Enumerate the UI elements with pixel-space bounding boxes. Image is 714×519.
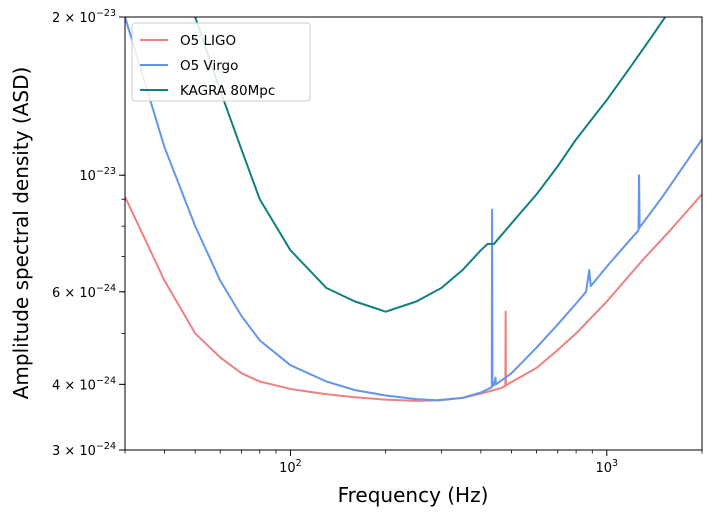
- y-tick-label: 4 × 10−24: [52, 375, 116, 393]
- series-layer: [125, 17, 702, 402]
- y-tick-label: 3 × 10−24: [52, 441, 116, 459]
- x-axis-label: Frequency (Hz): [338, 483, 489, 507]
- y-tick-label: 10−23: [79, 166, 116, 184]
- y-axis-label: Amplitude spectral density (ASD): [9, 67, 33, 400]
- legend-box: [131, 22, 311, 102]
- legend-label: KAGRA 80Mpc: [180, 83, 275, 99]
- legend-label: O5 Virgo: [180, 58, 238, 74]
- y-tick-label: 6 × 10−24: [52, 283, 116, 301]
- series-line-3: [194, 17, 667, 313]
- legend-items: O5 LIGO O5 Virgo KAGRA 80Mpc: [140, 33, 275, 99]
- x-tick-label: 102: [279, 458, 302, 476]
- axis-layer: 102 103 3 × 10−24 4 × 10−24 6 × 10−24 10−23 2 …: [52, 8, 703, 476]
- x-tick-label: 103: [595, 458, 618, 476]
- legend-label: O5 LIGO: [180, 33, 236, 49]
- legend: O5 LIGO O5 Virgo KAGRA 80Mpc: [131, 22, 311, 102]
- y-tick-label: 2 × 10−23: [52, 8, 116, 26]
- series-line-2: [125, 17, 702, 402]
- plot-frame: [124, 16, 703, 451]
